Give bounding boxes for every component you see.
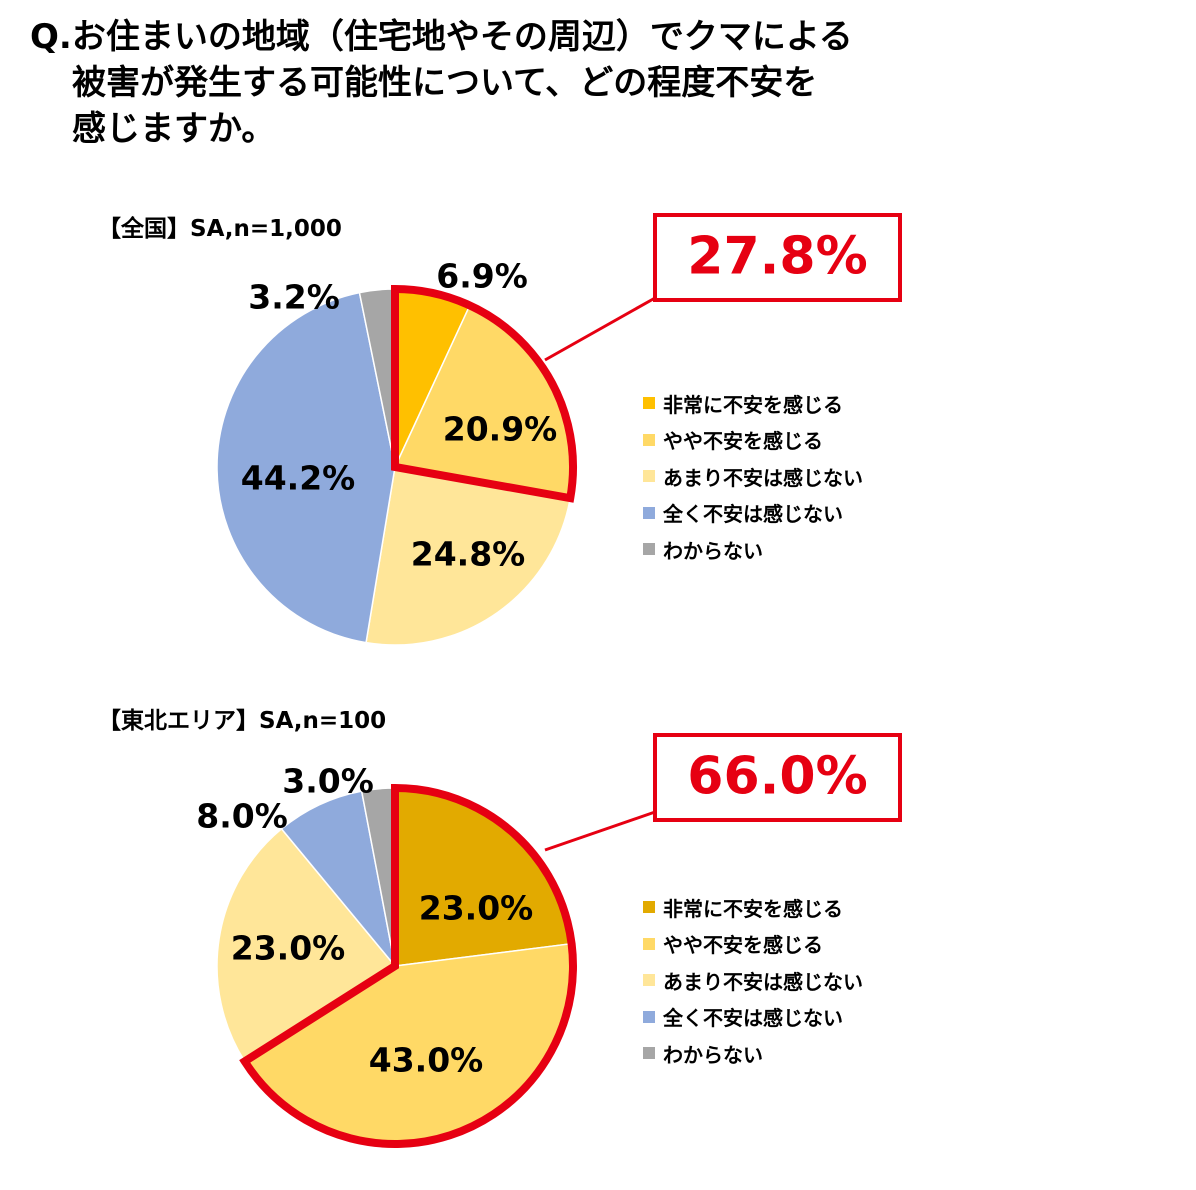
legend-item-very-anxious-national: 非常に不安を感じる [643,385,863,422]
pie-slice-not-at-all-anxious-national [216,291,396,644]
legend-swatch-not-very-anxious-national [643,470,655,483]
legend-item-very-anxious-tohoku: 非常に不安を感じる [643,889,863,926]
legend-label-not-at-all-anxious-tohoku: 全く不安は感じない [663,1006,843,1031]
legend-label-very-anxious-tohoku: 非常に不安を感じる [663,896,843,921]
legend-item-not-very-anxious-tohoku: あまり不安は感じない [643,962,863,999]
pie-slice-not-at-all-anxious-tohoku [280,790,396,967]
slice-label-somewhat-anxious-national: 20.9% [443,410,558,449]
legend-item-somewhat-anxious-national: やや不安を感じる [643,422,863,459]
legend-national: 非常に不安を感じる やや不安を感じるあまり不安は感じない 全く不安は感じない わからな… [643,385,863,568]
legend-item-unknown-tohoku: わからない [643,1035,863,1072]
slice-label-unknown-tohoku: 3.0% [282,762,374,801]
pie-slice-not-very-anxious-national [365,466,572,646]
pie-slice-not-very-anxious-tohoku [216,827,397,1063]
slice-label-not-at-all-anxious-national: 44.2% [241,459,356,498]
legend-label-very-anxious-national: 非常に不安を感じる [663,392,843,417]
legend-label-unknown-national: わからない [663,538,763,563]
question-line-2: 被害が発生する可能性について、どの程度不安を [72,63,818,103]
legend-label-not-very-anxious-tohoku: あまり不安は感じない [663,969,863,994]
legend-swatch-very-anxious-national [643,397,655,410]
question-line-1: Q.お住まいの地域（住宅地やその周辺）でクマによる [30,17,853,57]
callout-box-national [653,213,902,302]
legend-tohoku: 非常に不安を感じる やや不安を感じるあまり不安は感じない 全く不安は感じない わからな… [643,889,863,1072]
legend-item-somewhat-anxious-tohoku: やや不安を感じる [643,926,863,963]
slice-label-very-anxious-national: 6.9% [436,257,528,296]
legend-item-not-at-all-anxious-national: 全く不安は感じない [643,495,863,532]
legend-label-somewhat-anxious-tohoku: やや不安を感じる [663,933,823,958]
legend-swatch-not-at-all-anxious-national [643,506,655,519]
slice-label-very-anxious-tohoku: 23.0% [419,889,534,928]
legend-item-unknown-national: わからない [643,531,863,568]
pie-chart-tohoku: 23.0% 43.0% 23.0% 8.0%3.0% 66.0% [196,733,902,1148]
callout-leader-tohoku [544,810,656,852]
slice-label-somewhat-anxious-tohoku: 43.0% [369,1041,484,1080]
chart-title-tohoku: 【東北エリア】SA,n=100 [98,708,387,734]
legend-swatch-not-at-all-anxious-tohoku [643,1010,655,1023]
highlight-outline-tohoku [239,783,577,1148]
legend-label-not-at-all-anxious-national: 全く不安は感じない [663,502,843,527]
legend-label-somewhat-anxious-national: やや不安を感じる [663,429,823,454]
slice-label-not-at-all-anxious-tohoku: 8.0% [196,797,288,836]
legend-item-not-very-anxious-national: あまり不安は感じない [643,458,863,495]
chart-title-national: 【全国】SA,n=1,000 [98,216,342,242]
legend-label-unknown-tohoku: わからない [663,1042,763,1067]
callout-leader-national [544,296,656,362]
slice-label-not-very-anxious-tohoku: 23.0% [231,929,346,968]
question-text: Q.お住まいの地域（住宅地やその周辺）でクマによる 被害が発生する可能性について… [30,14,930,152]
legend-swatch-not-very-anxious-tohoku [643,974,655,987]
callout-value-national: 27.8% [687,227,867,287]
question-line-3: 感じますか。 [72,109,276,149]
legend-swatch-unknown-tohoku [643,1047,655,1060]
slice-label-unknown-national: 3.2% [248,278,340,317]
legend-item-not-at-all-anxious-tohoku: 全く不安は感じない [643,999,863,1036]
legend-swatch-very-anxious-tohoku [643,901,655,914]
slice-label-not-very-anxious-national: 24.8% [411,535,526,574]
legend-swatch-somewhat-anxious-tohoku [643,937,655,950]
legend-swatch-somewhat-anxious-national [643,433,655,446]
callout-value-tohoku: 66.0% [687,747,867,807]
pie-chart-national: 6.9% 20.9% 24.8% 44.2% 3.2% 27.8% [216,213,902,646]
legend-label-not-very-anxious-national: あまり不安は感じない [663,465,863,490]
legend-swatch-unknown-national [643,543,655,556]
highlight-outline-national [391,284,577,503]
callout-box-tohoku [653,733,902,822]
